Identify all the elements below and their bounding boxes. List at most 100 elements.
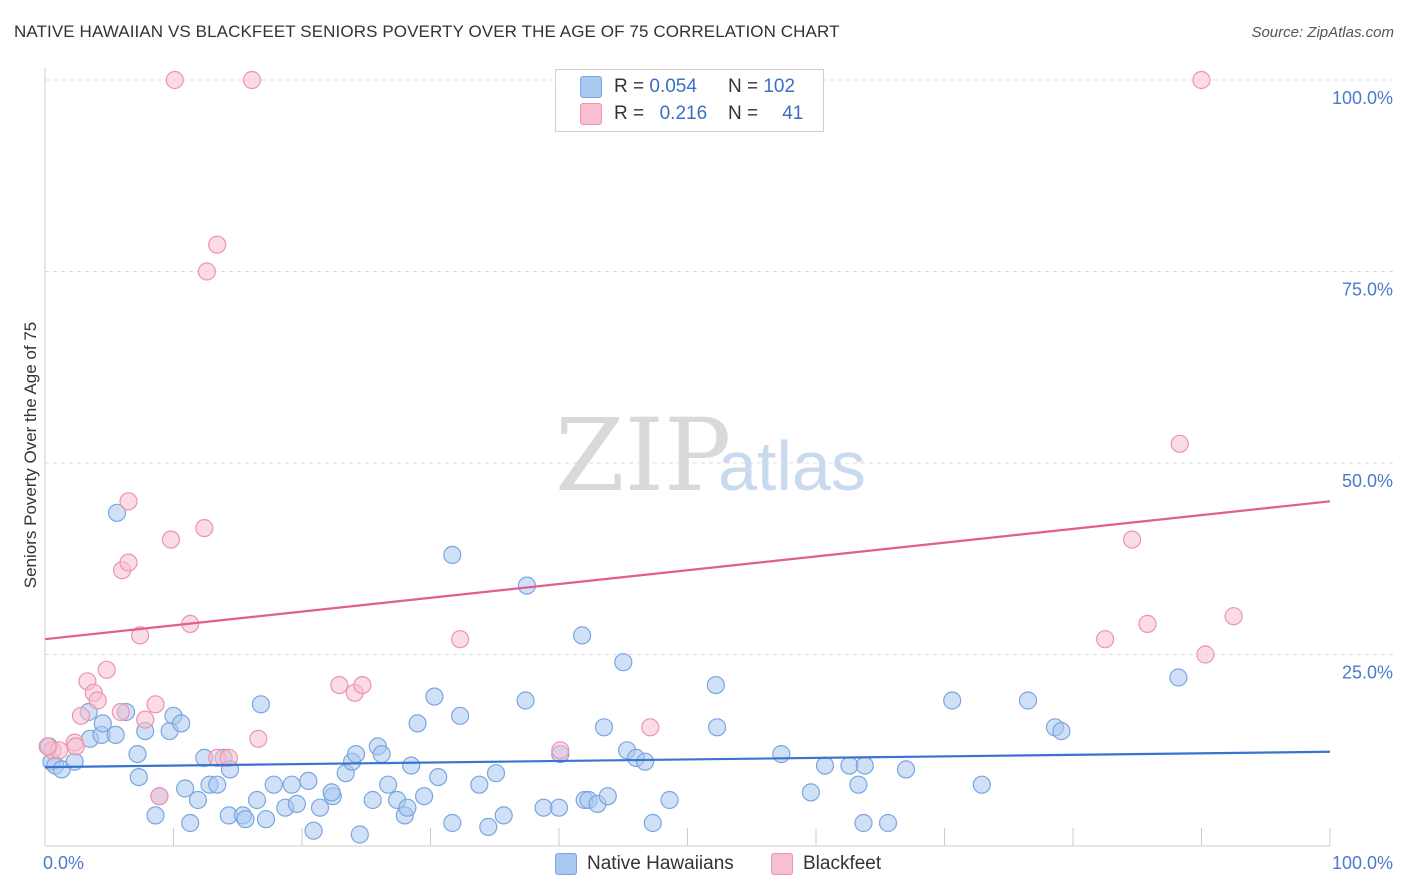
blackfeet-point — [97, 660, 116, 679]
native-hawaiians-point — [379, 775, 398, 794]
native-hawaiians-point — [107, 503, 127, 522]
native-hawaiians-point — [801, 783, 821, 802]
native-hawaiians-point — [486, 764, 506, 783]
legend-r-label: R = — [614, 103, 645, 124]
blackfeet-point — [1170, 434, 1189, 453]
native-hawaiians-point — [1169, 668, 1188, 687]
native-hawaiians-point — [470, 775, 489, 794]
bottom-legend-label: Blackfeet — [803, 853, 882, 874]
blackfeet-point — [136, 710, 155, 729]
legend-n-label: N = — [727, 76, 759, 97]
native-hawaiians-point — [310, 798, 330, 817]
legend-r-label: R = — [614, 76, 645, 97]
bottom-legend-native-hawaiians: Native Hawaiians — [555, 852, 734, 876]
blackfeet-point — [146, 695, 165, 714]
blackfeet-point — [150, 787, 169, 806]
native-hawaiians-point — [972, 775, 991, 794]
native-hawaiians-point — [614, 653, 633, 672]
native-hawaiians-point — [236, 810, 255, 829]
native-hawaiians-point — [299, 771, 318, 791]
watermark-zip: ZIP — [555, 397, 731, 514]
y-tick-label: 50.0% — [1342, 471, 1393, 491]
y-axis-title: Seniors Poverty Over the Age of 75 — [21, 322, 40, 588]
native-hawaiians-point — [363, 790, 382, 810]
native-hawaiians-point — [247, 790, 267, 810]
native-hawaiians-point — [188, 790, 207, 810]
native-hawaiians-point — [451, 706, 470, 725]
native-hawaiians-point — [146, 806, 165, 825]
native-hawaiians-point — [534, 798, 553, 817]
blackfeet-point — [119, 553, 138, 572]
legend-n-value: 102 — [763, 76, 796, 97]
y-tick-label: 100.0% — [1332, 88, 1393, 108]
axes — [44, 68, 1331, 847]
native-hawaiians-point — [840, 756, 859, 775]
native-hawaiians-point — [429, 767, 448, 787]
native-hawaiians-point — [372, 744, 391, 764]
blackfeet-point — [111, 702, 130, 722]
bottom-legend-label: Native Hawaiians — [587, 853, 734, 874]
blackfeet-point — [38, 737, 57, 756]
chart-title: NATIVE HAWAIIAN VS BLACKFEET SENIORS POV… — [14, 22, 840, 41]
native-hawaiians-point — [304, 821, 323, 840]
legend-n-value: 41 — [782, 103, 804, 124]
native-hawaiians-point — [707, 718, 727, 737]
native-hawaiians-point — [93, 714, 112, 733]
native-hawaiians-point — [443, 545, 462, 565]
native-hawaiians-point — [772, 744, 791, 764]
native-hawaiians-point — [815, 756, 835, 775]
blackfeet-point — [330, 675, 349, 695]
native-hawaiians-point — [398, 798, 417, 817]
legend-r-value: 0.054 — [649, 76, 697, 97]
blackfeet-point — [161, 530, 180, 549]
native-hawaiians-point — [849, 775, 868, 794]
x-tick-label-min: 0.0% — [43, 853, 84, 873]
legend-n-label: N = — [727, 103, 759, 124]
blackfeet-point — [66, 737, 85, 756]
blackfeet-point — [551, 741, 570, 760]
native-hawaiians-point — [1018, 691, 1038, 710]
blackfeet-point — [1196, 645, 1215, 664]
native-hawaiians-point — [594, 718, 614, 737]
native-hawaiians-point — [443, 813, 462, 833]
y-tick-label: 25.0% — [1342, 663, 1393, 683]
native-hawaiians-trend-line — [44, 750, 1331, 769]
blackfeet-point — [219, 748, 238, 768]
bottom-legend-blackfeet: Blackfeet — [771, 852, 881, 876]
blackfeet-point — [71, 706, 91, 725]
blackfeet-point — [242, 70, 261, 90]
blackfeet-point — [451, 630, 470, 649]
native-hawaiians-point — [878, 813, 898, 833]
x-tick-label-max: 100.0% — [1332, 853, 1393, 873]
native-hawaiians-point — [181, 813, 200, 833]
legend-r-value: 0.216 — [659, 103, 708, 124]
native-hawaiians-point — [425, 687, 444, 706]
blackfeet-point — [119, 492, 138, 511]
native-hawaiians-point — [1052, 721, 1071, 741]
native-hawaiians-point — [635, 752, 655, 771]
native-hawaiians-point — [643, 813, 662, 833]
native-hawaiians-point — [479, 817, 498, 837]
legend-swatch-blackfeet — [580, 103, 602, 125]
blackfeet-point — [1138, 614, 1157, 634]
y-tick-label: 75.0% — [1342, 280, 1393, 300]
native-hawaiians-point — [322, 783, 341, 802]
legend-swatch-native-hawaiians — [580, 76, 602, 98]
blackfeet-point — [165, 70, 184, 90]
native-hawaiians-point — [517, 576, 537, 595]
correlation-legend: R = 0.054 N = 102 R = 0.216 N = 41 — [555, 69, 824, 132]
blackfeet-point — [641, 718, 660, 737]
native-hawaiians-point — [350, 825, 369, 844]
tick-labels: 25.0% 50.0% 75.0% 100.0% 0.0% 100.0% — [43, 88, 1393, 873]
blackfeet-point — [249, 729, 268, 748]
watermark: ZIP atlas — [555, 397, 866, 514]
blackfeet-point — [1192, 70, 1211, 90]
native-hawaiians-point — [943, 691, 962, 710]
native-hawaiians-point — [264, 775, 283, 794]
native-hawaiians-point — [855, 756, 874, 775]
native-hawaiians-point — [706, 675, 725, 695]
native-hawaiians-point — [549, 798, 569, 817]
source-attribution: Source: ZipAtlas.com — [1251, 24, 1394, 41]
native-hawaiians-point — [346, 744, 366, 764]
